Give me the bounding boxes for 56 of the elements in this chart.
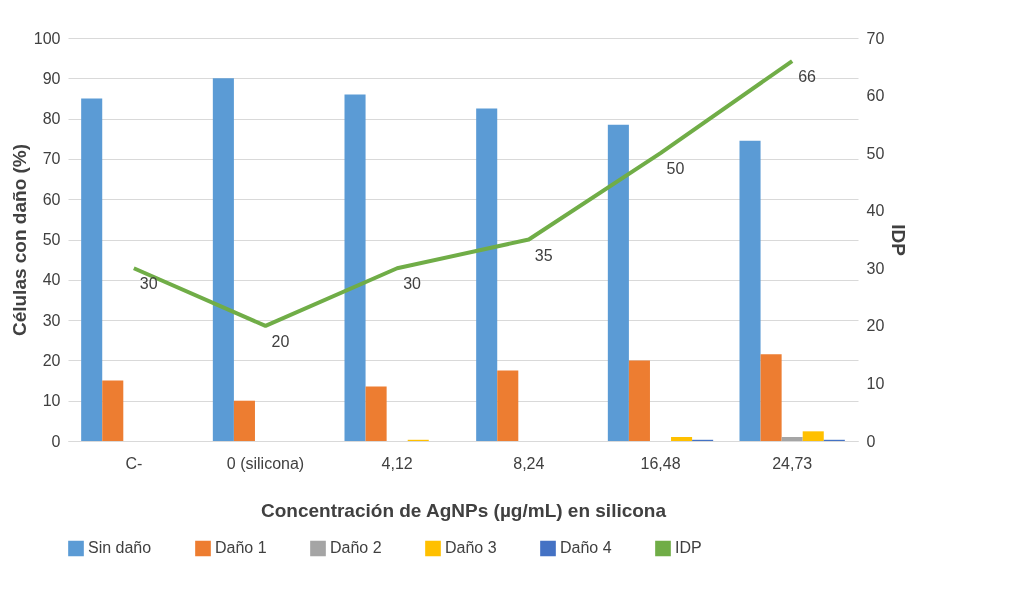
data-label: 66 xyxy=(798,68,817,86)
legend-label: Daño 3 xyxy=(445,539,497,557)
y2-tick-label: 20 xyxy=(866,317,885,335)
data-label: 30 xyxy=(139,275,158,293)
y2-tick-label: 40 xyxy=(866,202,885,220)
legend-label: Daño 2 xyxy=(330,539,382,557)
bar xyxy=(739,140,761,441)
y-tick-label: 80 xyxy=(42,110,61,128)
y-tick-label: 30 xyxy=(42,311,61,329)
bar xyxy=(628,360,650,441)
data-label: 20 xyxy=(271,332,290,350)
x-tick-label: 8,24 xyxy=(513,454,545,472)
bar xyxy=(607,124,629,441)
y2-tick-label: 0 xyxy=(866,432,876,450)
legend-label: Sin daño xyxy=(88,539,152,557)
y2-tick-label: 60 xyxy=(866,87,885,105)
y-tick-label: 20 xyxy=(42,351,61,369)
data-label: 30 xyxy=(403,275,422,293)
bar xyxy=(233,400,255,441)
x-tick-label: 16,48 xyxy=(640,454,681,472)
legend-label: IDP xyxy=(675,539,702,557)
y-tick-label: 70 xyxy=(42,150,61,168)
bar xyxy=(760,354,782,441)
data-label: 35 xyxy=(534,246,553,264)
x-axis-title: Concentración de AgNPs (µg/mL) en silicona xyxy=(260,499,667,521)
y-tick-label: 100 xyxy=(33,29,61,47)
y-tick-label: 40 xyxy=(42,271,61,289)
x-tick-label: 24,73 xyxy=(772,454,813,472)
y-tick-label: 60 xyxy=(42,190,61,208)
bar xyxy=(671,436,693,441)
y-tick-label: 10 xyxy=(42,392,61,410)
bar xyxy=(781,436,803,441)
bar xyxy=(365,386,387,441)
x-tick-label: 0 (silicona) xyxy=(226,454,305,472)
legend-label: Daño 4 xyxy=(560,539,612,557)
data-label: 50 xyxy=(666,160,685,178)
y-tick-label: 50 xyxy=(42,231,61,248)
bar xyxy=(81,98,103,441)
bar xyxy=(344,94,366,441)
y-tick-label: 90 xyxy=(42,69,61,87)
y2-tick-label: 30 xyxy=(866,259,885,277)
y2-tick-label: 10 xyxy=(866,374,885,392)
y2-tick-label: 50 xyxy=(866,144,885,162)
bar xyxy=(476,108,498,441)
y2-tick-label: 70 xyxy=(866,29,885,47)
y2-axis-title: IDP xyxy=(888,224,910,257)
y-axis-title: Células con daño (%) xyxy=(8,143,30,337)
legend-label: Daño 1 xyxy=(215,539,267,557)
bar xyxy=(212,78,234,441)
line-series xyxy=(131,59,795,328)
x-tick-label: 4,12 xyxy=(381,454,413,472)
x-tick-label: C- xyxy=(125,454,143,472)
bar xyxy=(102,380,124,441)
bar xyxy=(802,431,824,441)
y-tick-label: 0 xyxy=(51,432,61,450)
bar xyxy=(497,370,519,441)
